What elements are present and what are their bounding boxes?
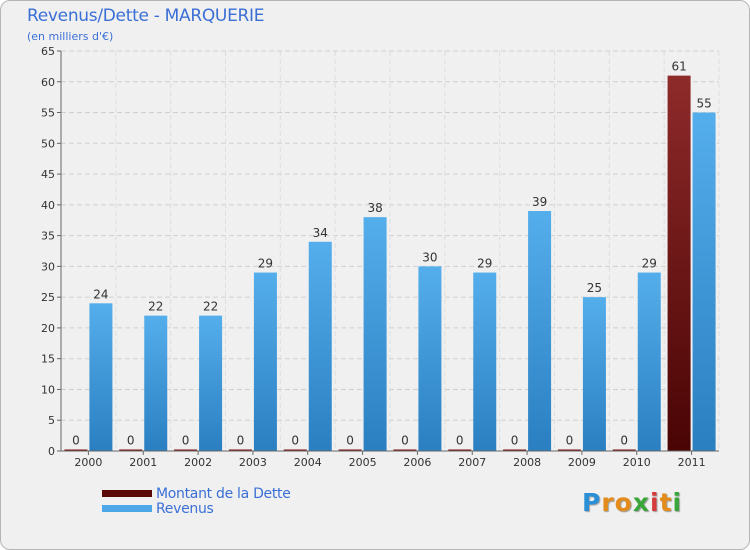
x-tick-label: 2006 xyxy=(403,456,431,469)
chart-subtitle: (en milliers d'€) xyxy=(27,30,114,43)
y-tick-label: 30 xyxy=(41,260,55,273)
bar-revenus-2003 xyxy=(253,272,277,451)
bar-debt-2005 xyxy=(338,449,362,451)
value-label-debt-2007: 0 xyxy=(456,434,464,448)
y-tick-label: 35 xyxy=(41,230,55,243)
value-label-debt-2008: 0 xyxy=(511,434,519,448)
logo-letter: r xyxy=(601,488,615,517)
legend-label-revenus: Revenus xyxy=(156,501,214,517)
value-label-debt-2004: 0 xyxy=(291,434,299,448)
value-label-debt-2009: 0 xyxy=(566,434,574,448)
value-label-revenus-2008: 39 xyxy=(532,195,547,209)
y-tick-label: 65 xyxy=(41,45,55,58)
value-label-revenus-2007: 29 xyxy=(477,257,492,271)
value-label-revenus-2011: 55 xyxy=(696,97,711,111)
bar-revenus-2008 xyxy=(528,211,552,451)
y-tick-label: 0 xyxy=(48,445,55,458)
x-tick-label: 2009 xyxy=(568,456,596,469)
value-label-revenus-2001: 22 xyxy=(148,300,163,314)
bar-debt-2009 xyxy=(557,449,581,451)
value-label-debt-2002: 0 xyxy=(182,434,190,448)
bar-debt-2001 xyxy=(119,449,143,451)
y-tick-label: 25 xyxy=(41,291,55,304)
bar-revenus-2000 xyxy=(89,303,113,451)
logo-letter: i xyxy=(672,488,683,517)
value-label-revenus-2005: 38 xyxy=(367,201,382,215)
y-tick-label: 45 xyxy=(41,168,55,181)
logo-letter: x xyxy=(632,488,650,517)
value-label-revenus-2010: 29 xyxy=(642,257,657,271)
x-tick-label: 2003 xyxy=(239,456,267,469)
value-label-revenus-2006: 30 xyxy=(422,250,437,264)
chart-title: Revenus/Dette - MARQUERIE xyxy=(27,6,265,26)
x-tick-label: 2008 xyxy=(513,456,541,469)
x-tick-label: 2004 xyxy=(294,456,322,469)
bar-debt-2000 xyxy=(64,449,88,451)
value-label-revenus-2009: 25 xyxy=(587,281,602,295)
y-tick-label: 5 xyxy=(48,414,55,427)
x-tick-label: 2000 xyxy=(74,456,102,469)
value-label-revenus-2004: 34 xyxy=(313,226,328,240)
bar-revenus-2009 xyxy=(582,297,606,451)
bar-revenus-2007 xyxy=(473,272,497,451)
bar-debt-2004 xyxy=(283,449,307,451)
legend-label-debt: Montant de la Dette xyxy=(156,486,291,502)
value-label-debt-2001: 0 xyxy=(127,434,135,448)
grid-layer xyxy=(60,50,720,452)
value-label-debt-2010: 0 xyxy=(620,434,628,448)
y-tick-label: 55 xyxy=(41,107,55,120)
value-label-revenus-2000: 24 xyxy=(93,287,108,301)
y-tick-label: 20 xyxy=(41,322,55,335)
legend-swatch-debt xyxy=(102,490,152,497)
y-tick-label: 15 xyxy=(41,353,55,366)
x-tick-label: 2005 xyxy=(349,456,377,469)
bar-revenus-2010 xyxy=(637,272,661,451)
bar-debt-2008 xyxy=(503,449,527,451)
value-label-revenus-2003: 29 xyxy=(258,257,273,271)
logo-letter: o xyxy=(614,488,633,517)
y-tick-label: 60 xyxy=(41,76,55,89)
logo-letter: i xyxy=(650,488,660,517)
bar-revenus-2002 xyxy=(199,315,223,451)
bar-revenus-2006 xyxy=(418,266,442,451)
value-label-debt-2006: 0 xyxy=(401,434,409,448)
bar-revenus-2001 xyxy=(144,315,168,451)
value-label-debt-2000: 0 xyxy=(72,434,80,448)
bar-revenus-2011 xyxy=(692,112,716,452)
value-label-debt-2011: 61 xyxy=(671,60,686,74)
x-tick-label: 2001 xyxy=(129,456,157,469)
bar-debt-2003 xyxy=(228,449,252,451)
y-tick-label: 10 xyxy=(41,383,55,396)
x-tick-label: 2010 xyxy=(623,456,651,469)
axis-layer: 0 5 10 15 20 25 30 35 40 45 50 55 60 65 2000 2001 2002 20… xyxy=(41,45,719,469)
bar-debt-2002 xyxy=(174,449,198,451)
value-label-debt-2003: 0 xyxy=(237,434,245,448)
value-label-revenus-2002: 22 xyxy=(203,300,218,314)
bar-debt-2006 xyxy=(393,449,417,451)
bars-layer: 0 24 0 22 0 22 0 29 0 34 0 38 0 30 0 29 0 39 0 25 0 29 61 55 xyxy=(64,60,716,452)
logo-letter: t xyxy=(659,488,673,517)
bar-debt-2011 xyxy=(667,75,691,451)
value-label-debt-2005: 0 xyxy=(346,434,354,448)
x-tick-label: 2002 xyxy=(184,456,212,469)
x-tick-label: 2011 xyxy=(678,456,706,469)
bar-revenus-2005 xyxy=(363,217,387,451)
logo-letter: P xyxy=(582,488,602,517)
legend-swatch-revenus xyxy=(102,505,152,512)
bar-debt-2007 xyxy=(448,449,472,451)
y-tick-label: 40 xyxy=(41,199,55,212)
x-tick-label: 2007 xyxy=(458,456,486,469)
y-tick-label: 50 xyxy=(41,137,55,150)
proxiti-logo: Proxiti xyxy=(582,488,682,517)
bar-revenus-2004 xyxy=(308,241,332,451)
bar-debt-2010 xyxy=(612,449,636,451)
